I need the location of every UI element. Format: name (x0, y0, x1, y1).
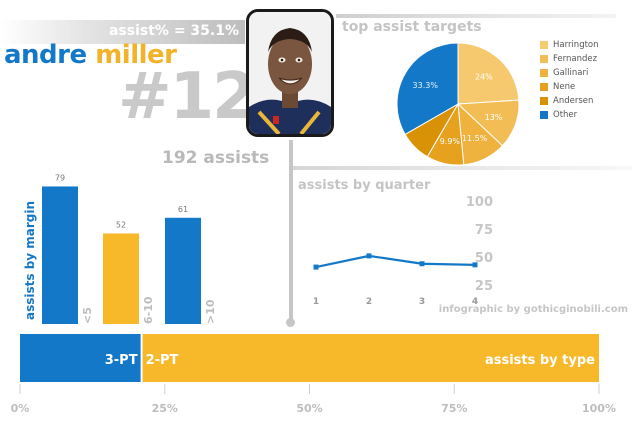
quarter-y-tick: 25 (475, 279, 493, 294)
pie-value-label: 24% (475, 72, 493, 81)
legend-item: Andersen (540, 94, 599, 108)
legend-label: Nene (553, 82, 576, 92)
credit-text: infographic by gothicginobili.com (438, 304, 628, 315)
quarter-point (366, 253, 372, 259)
type-axis-label: 25% (152, 402, 178, 415)
player-photo (246, 9, 334, 137)
legend-item: Fernandez (540, 52, 599, 66)
type-axis-label: 0% (11, 402, 30, 415)
type-axis-label: 75% (441, 402, 467, 415)
legend-swatch (540, 41, 548, 49)
legend-item: Nene (540, 80, 599, 94)
quarter-x-tick: 3 (419, 297, 425, 307)
type-category-label: 3-PT (105, 353, 138, 368)
divider-line (336, 14, 616, 18)
quarter-y-tick: 50 (475, 251, 493, 266)
pie-slice (396, 42, 459, 136)
total-assists: 192 assists (162, 148, 270, 168)
type-chart-title: assists by type (485, 353, 595, 368)
pie-value-label: 9.9% (440, 137, 461, 146)
connector-dot (286, 318, 295, 327)
jersey-number: #12 (118, 60, 257, 134)
legend-item: Other (540, 108, 599, 122)
connector-line (289, 140, 293, 324)
assists-by-type-chart: 3-PT 2-PT assists by type 0% 25% 50% 75% 100% (11, 334, 616, 415)
legend-item: Gallinari (540, 66, 599, 80)
first-name: andre (4, 40, 87, 70)
legend-swatch (540, 111, 548, 119)
assists-by-quarter-chart: 25 50 75 100 1 2 3 4 (313, 195, 493, 307)
quarter-x-tick: 2 (366, 297, 372, 307)
pie-legend: Harrington Fernandez Gallinari Nene Andersen… (540, 38, 599, 122)
type-axis-label: 50% (296, 402, 322, 415)
quarter-point (472, 262, 478, 268)
quarter-x-tick: 1 (313, 297, 319, 307)
assist-percentage: assist% = 35.1% (108, 23, 239, 39)
legend-swatch (540, 69, 548, 77)
quarter-y-tick: 75 (475, 223, 493, 238)
line-chart-title: assists by quarter (298, 178, 431, 193)
last-name: miller (95, 40, 177, 70)
player-name: andre miller (4, 40, 177, 70)
player-portrait-image (249, 12, 331, 134)
margin-bar (42, 186, 78, 324)
margin-bar (103, 233, 139, 324)
divider-line (293, 166, 632, 170)
margin-bar-value: 61 (178, 205, 188, 214)
margin-bar-value: 79 (55, 173, 65, 182)
quarter-y-tick: 100 (466, 195, 493, 210)
quarter-line (315, 254, 476, 269)
assist-percentage-bar: assist% = 35.1% (0, 20, 245, 44)
legend-item: Harrington (540, 38, 599, 52)
type-axis-label: 100% (582, 402, 616, 415)
legend-swatch (540, 55, 548, 63)
quarter-point (313, 264, 319, 270)
legend-swatch (540, 83, 548, 91)
margin-chart-title: assists by margin (23, 201, 37, 320)
margin-bar-value: 52 (116, 220, 126, 229)
type-bar-segment (20, 334, 142, 382)
legend-label: Other (553, 110, 578, 120)
quarter-point (419, 261, 425, 267)
type-bar-segment (141, 334, 599, 382)
pie-chart-title: top assist targets (342, 19, 482, 35)
legend-label: Gallinari (553, 68, 589, 78)
pie-value-label: 33.3% (413, 81, 439, 90)
pie-value-label: 11.5% (462, 134, 488, 143)
type-category-label: 2-PT (146, 353, 179, 368)
quarter-x-tick: 4 (472, 297, 478, 307)
margin-category-label: <5 (81, 307, 94, 324)
pie-slice (457, 42, 520, 105)
assists-by-margin-chart: assists by margin 79 <5 52 6-10 61 >10 (23, 173, 217, 324)
legend-label: Harrington (553, 40, 599, 50)
pie-value-label: 13% (485, 113, 503, 122)
legend-swatch (540, 97, 548, 105)
margin-bar (165, 217, 201, 324)
legend-label: Andersen (553, 96, 594, 106)
legend-label: Fernandez (553, 54, 598, 64)
top-assist-targets-pie-chart: 24% 13% 11.5%9.9% 33.3% (396, 42, 520, 166)
margin-category-label: >10 (204, 299, 217, 324)
margin-category-label: 6-10 (142, 296, 155, 324)
